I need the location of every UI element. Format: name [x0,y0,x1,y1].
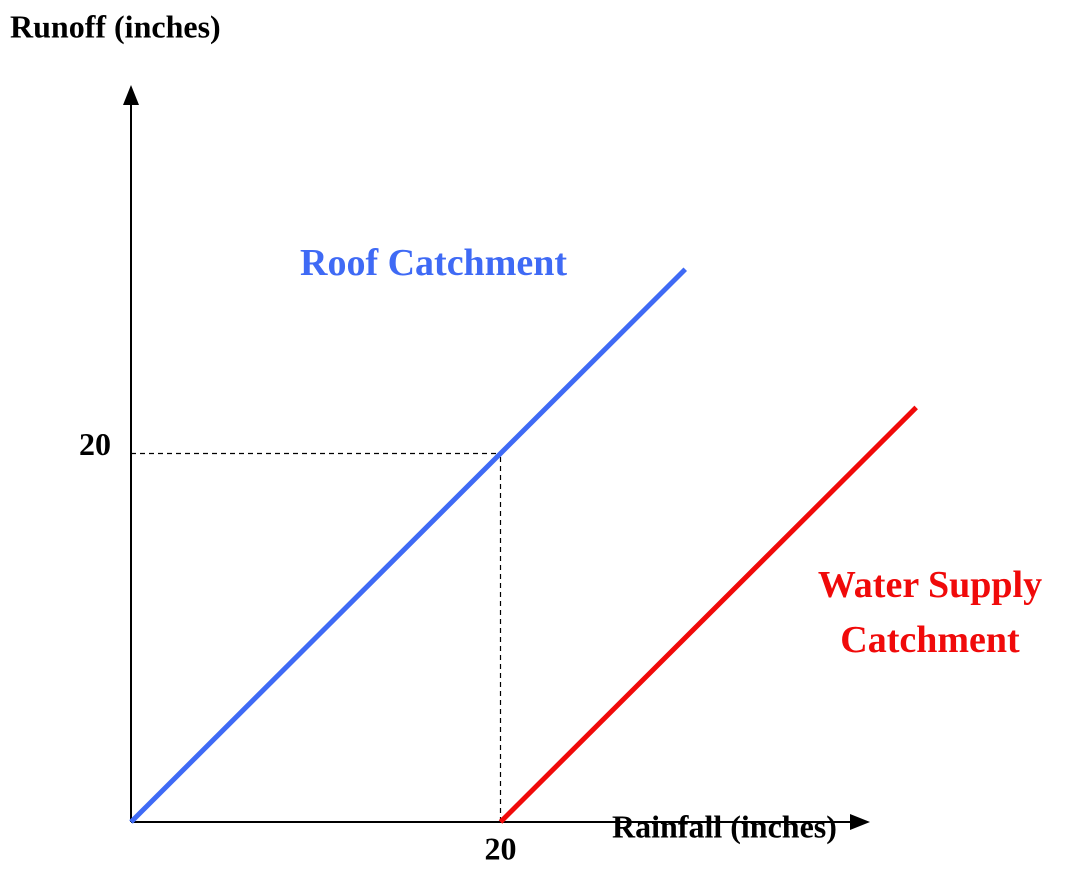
series-line [129,267,688,824]
y-axis-label: Runoff (inches) [10,8,221,44]
series-line [498,405,918,824]
x-axis-arrow [850,814,870,830]
y-tick-label: 20 [79,426,111,462]
series-label: Roof Catchment [300,242,568,284]
x-axis-label: Rainfall (inches) [612,808,837,844]
series-label: Water Supply Catchment [817,564,1043,661]
y-axis-arrow [123,85,139,105]
x-tick-label: 20 [485,830,517,866]
